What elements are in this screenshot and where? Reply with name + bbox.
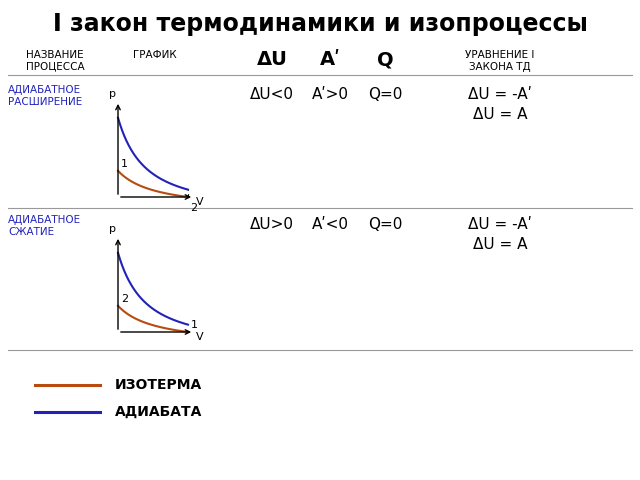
Text: Aʹ<0: Aʹ<0 [312,217,349,232]
Text: 1: 1 [121,159,128,169]
Text: ΔU: ΔU [257,50,287,69]
Text: 2: 2 [121,294,128,304]
Text: p: p [109,89,116,99]
Text: ΔU<0: ΔU<0 [250,87,294,102]
Text: V: V [196,332,204,342]
Text: Q: Q [377,50,394,69]
Text: ΔU = A: ΔU = A [473,107,527,122]
Text: Q=0: Q=0 [368,87,402,102]
Text: Aʹ: Aʹ [319,50,340,69]
Text: ΔU>0: ΔU>0 [250,217,294,232]
Text: I закон термодинамики и изопроцессы: I закон термодинамики и изопроцессы [52,12,588,36]
Text: ΔU = A: ΔU = A [473,237,527,252]
Text: АДИАБАТА: АДИАБАТА [115,405,202,419]
Text: V: V [196,197,204,207]
Text: Aʹ>0: Aʹ>0 [312,87,349,102]
Text: ΔU = -Aʹ: ΔU = -Aʹ [468,87,532,102]
Text: 1: 1 [191,320,198,330]
Text: АДИАБАТНОЕ
СЖАТИЕ: АДИАБАТНОЕ СЖАТИЕ [8,215,81,237]
Text: НАЗВАНИЕ
ПРОЦЕССА: НАЗВАНИЕ ПРОЦЕССА [26,50,84,72]
Text: p: p [109,224,116,234]
Text: 2: 2 [190,203,197,213]
Text: ИЗОТЕРМА: ИЗОТЕРМА [115,378,202,392]
Text: ΔU = -Aʹ: ΔU = -Aʹ [468,217,532,232]
Text: Q=0: Q=0 [368,217,402,232]
Text: АДИАБАТНОЕ
РАСШИРЕНИЕ: АДИАБАТНОЕ РАСШИРЕНИЕ [8,85,83,107]
Text: УРАВНЕНИЕ I
ЗАКОНА ТД: УРАВНЕНИЕ I ЗАКОНА ТД [465,50,534,72]
Text: ГРАФИК: ГРАФИК [133,50,177,60]
